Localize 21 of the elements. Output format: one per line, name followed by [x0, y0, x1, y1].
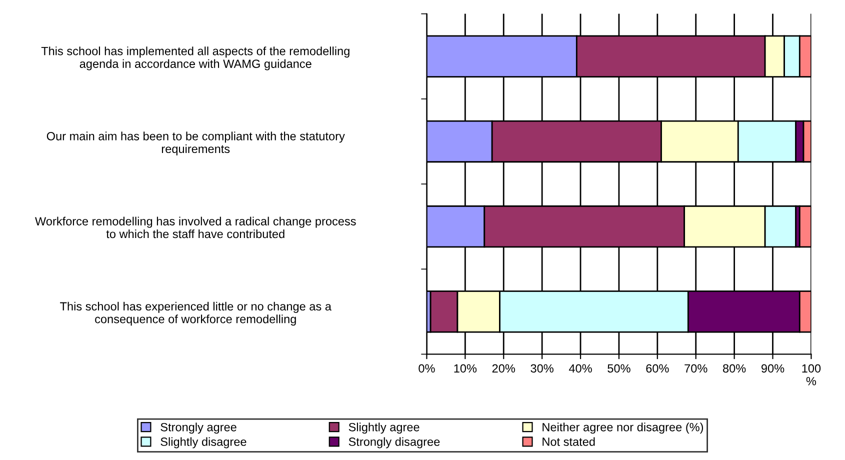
y-tick-label: Our main aim has been to be compliant with the statutory requirements	[46, 132, 345, 156]
x-tick-label: 10%	[454, 364, 477, 373]
x-tick-label: 20%	[492, 364, 516, 373]
x-tick-label: 70%	[684, 364, 708, 373]
x-tick-label: 100 %	[802, 364, 821, 386]
x-tick-label: 30%	[530, 364, 554, 373]
legend-label: Slightly agree	[348, 422, 420, 434]
legend-label: Not stated	[542, 437, 595, 446]
x-tick-label: 0%	[418, 364, 435, 373]
y-tick-label: This school has experienced little or no change as a consequence of workforce remodelling	[60, 302, 332, 326]
x-tick-label: 40%	[568, 364, 592, 373]
y-tick-label: Workforce remodelling has involved a radical change process to which the staff have contributed	[35, 216, 356, 238]
legend-label: Strongly disagree	[348, 437, 440, 448]
y-tick-label: This school has implemented all aspects of the remodelling agenda in accordance with WAMG guidance	[41, 46, 350, 70]
x-tick-label: 80%	[723, 364, 746, 373]
x-tick-label: 60%	[646, 364, 669, 373]
legend-label: Slightly disagree	[160, 437, 246, 448]
x-tick-label: 50%	[608, 364, 630, 373]
legend-label: Strongly agree	[160, 422, 236, 434]
x-tick-label: 90%	[761, 364, 784, 373]
legend-label: Neither agree nor disagree (%)	[542, 422, 704, 434]
